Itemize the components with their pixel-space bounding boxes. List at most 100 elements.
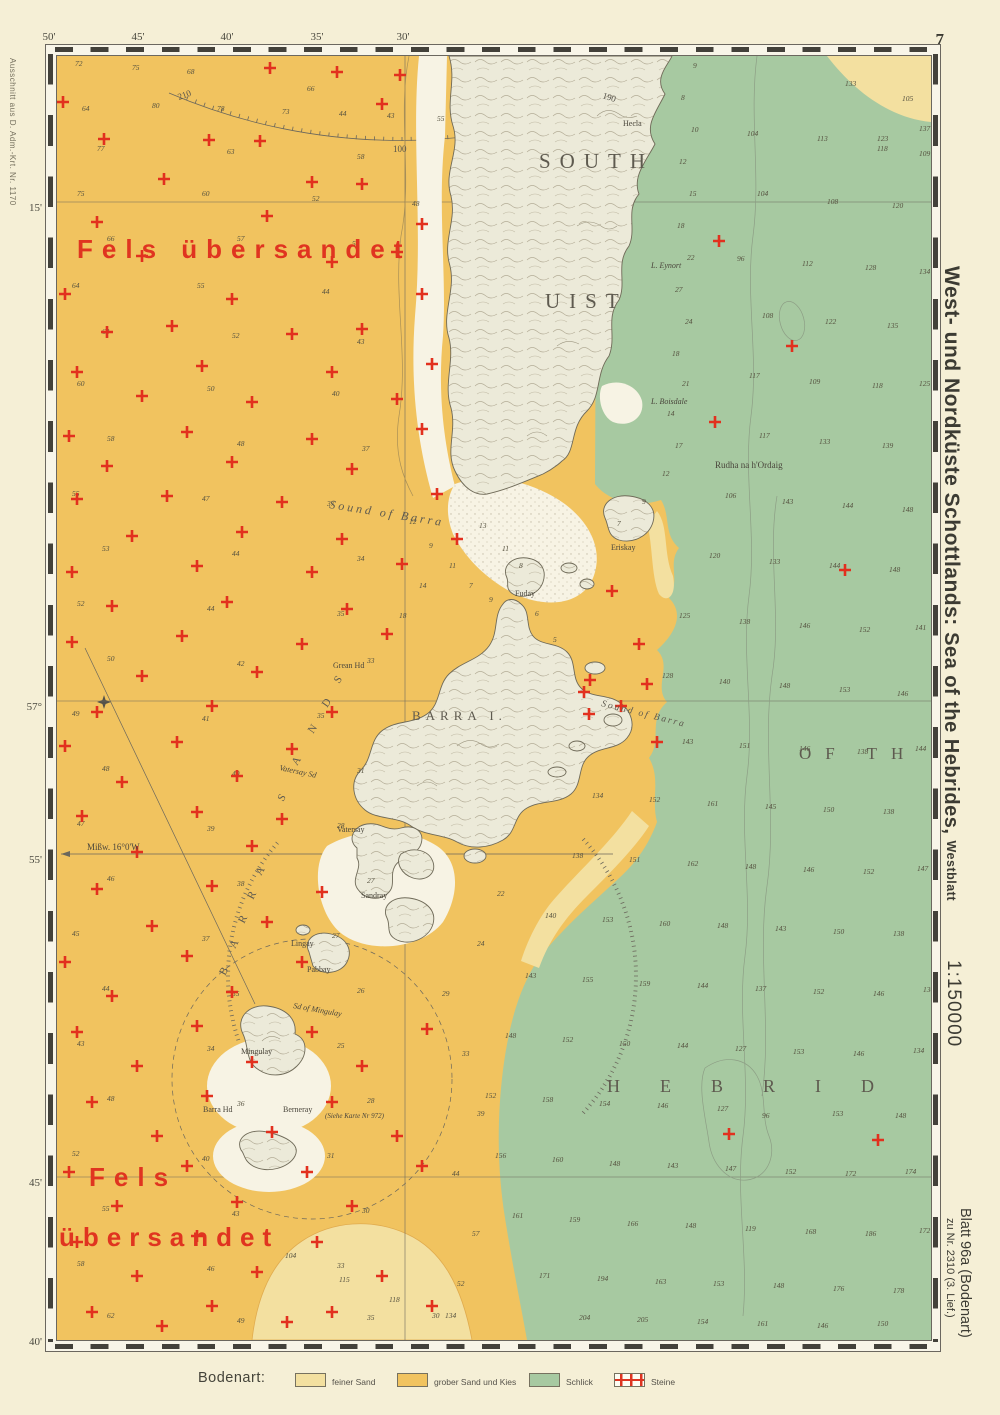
stone-cross-icon: [57, 96, 69, 108]
stone-cross-icon: [306, 433, 318, 445]
depth-value: 43: [387, 111, 395, 120]
depth-value: 186: [865, 1229, 877, 1238]
stone-symbols: [57, 62, 884, 1332]
depth-value: 26: [357, 986, 365, 995]
stone-cross-icon: [431, 488, 443, 500]
stone-cross-icon: [356, 323, 368, 335]
stone-cross-icon: [156, 1320, 168, 1332]
stone-cross-icon: [191, 1230, 203, 1242]
stone-cross-icon: [276, 496, 288, 508]
depth-value: 75: [132, 63, 140, 72]
depth-value: 145: [765, 802, 777, 811]
island-muldoanich: [463, 848, 487, 864]
seabed-note: Fels übersandet: [77, 234, 411, 264]
graticule-label: 45': [29, 1177, 42, 1189]
graticule-label: 50': [42, 31, 56, 43]
stone-cross-icon: [91, 216, 103, 228]
stone-cross-icon: [306, 1026, 318, 1038]
stone-cross-icon: [136, 670, 148, 682]
depth-value: 147: [725, 1164, 737, 1173]
depth-value: 31: [326, 1151, 335, 1160]
depth-value: 113: [817, 134, 828, 143]
depth-value: 153: [713, 1279, 725, 1288]
depth-value: 159: [569, 1215, 581, 1224]
stone-cross-icon: [246, 396, 258, 408]
stone-cross-icon: [98, 133, 110, 145]
depth-value: 150: [619, 1039, 631, 1048]
place-name: Rudha na h'Ordaig: [715, 460, 783, 470]
stone-cross-icon: [633, 638, 645, 650]
place-name: Grean Hd: [333, 661, 364, 670]
depth-value: 66: [307, 84, 315, 93]
depth-value: 52: [77, 599, 85, 608]
map-canvas[interactable]: 72 75 68 66 64 80 78 73 44 43 55 77 63 58 75 60 52 48 66 57…: [56, 55, 935, 1341]
stone-cross-icon: [346, 463, 358, 475]
stone-cross-icon: [326, 256, 338, 268]
depth-value: 168: [805, 1227, 817, 1236]
graticule-label: 40': [29, 1336, 42, 1348]
depth-value: 146: [799, 621, 811, 630]
depth-value: 14: [419, 581, 427, 590]
depth-value: 144: [915, 744, 927, 753]
stone-cross-icon: [146, 920, 158, 932]
depth-value: 104: [757, 189, 769, 198]
depth-value: 5: [553, 635, 557, 644]
graticule-label: 35': [310, 31, 324, 43]
depth-value: 77: [97, 144, 105, 153]
depth-value: 143: [667, 1161, 679, 1170]
depth-value: 75: [77, 189, 85, 198]
depth-value: 46: [107, 874, 115, 883]
depth-value: 140: [719, 677, 731, 686]
stone-cross-icon: [181, 950, 193, 962]
depth-value: 148: [609, 1159, 621, 1168]
depth-value: 17: [675, 441, 683, 450]
depth-value: 133: [819, 437, 831, 446]
depth-value: 35: [231, 989, 240, 998]
depth-value: 50: [107, 654, 115, 663]
depth-value: 58: [107, 434, 115, 443]
place-name: Mingulay: [241, 1047, 272, 1056]
depth-value: 37: [326, 499, 335, 508]
depth-value: 41: [202, 714, 210, 723]
depth-value: 66: [107, 234, 115, 243]
stone-cross-icon: [281, 1316, 293, 1328]
depth-value: 130: [923, 985, 931, 994]
stone-cross-icon: [421, 1023, 433, 1035]
depth-value: 29: [442, 989, 450, 998]
stone-cross-icon: [416, 1160, 428, 1172]
stone-cross-icon: [106, 600, 118, 612]
island-pabbay: [307, 932, 350, 973]
depth-value: 160: [552, 1155, 564, 1164]
stone-cross-icon: [391, 246, 403, 258]
depth-value: 148: [773, 1281, 785, 1290]
depth-value: 10: [691, 125, 699, 134]
stone-cross-icon: [326, 366, 338, 378]
stone-cross-icon: [63, 1166, 75, 1178]
land: [239, 55, 673, 1170]
depth-value: 44: [232, 549, 240, 558]
stone-cross-icon: [451, 533, 463, 545]
depth-value: 30: [361, 1206, 370, 1215]
depth-value: 148: [779, 681, 791, 690]
stone-cross-icon: [331, 66, 343, 78]
depth-value: 151: [629, 855, 640, 864]
stone-cross-icon: [226, 986, 238, 998]
depth-value: 194: [597, 1274, 609, 1283]
sea-name-letter: S: [275, 792, 288, 804]
stone-cross-icon: [296, 638, 308, 650]
depth-value: 143: [525, 971, 537, 980]
depth-value: 34: [356, 554, 365, 563]
graticule-label: 55': [29, 854, 42, 866]
depth-value: 108: [762, 311, 774, 320]
depth-value: 140: [545, 911, 557, 920]
stone-cross-icon: [86, 1306, 98, 1318]
depth-value: 60: [202, 189, 210, 198]
depth-value: 178: [893, 1286, 905, 1295]
island-mingulay: [240, 1005, 306, 1076]
depth-value: 63: [227, 147, 235, 156]
north-star-icon: [97, 695, 111, 709]
stone-cross-icon: [176, 630, 188, 642]
island-vatersay-east: [398, 849, 435, 880]
depth-value: 141: [915, 623, 926, 632]
